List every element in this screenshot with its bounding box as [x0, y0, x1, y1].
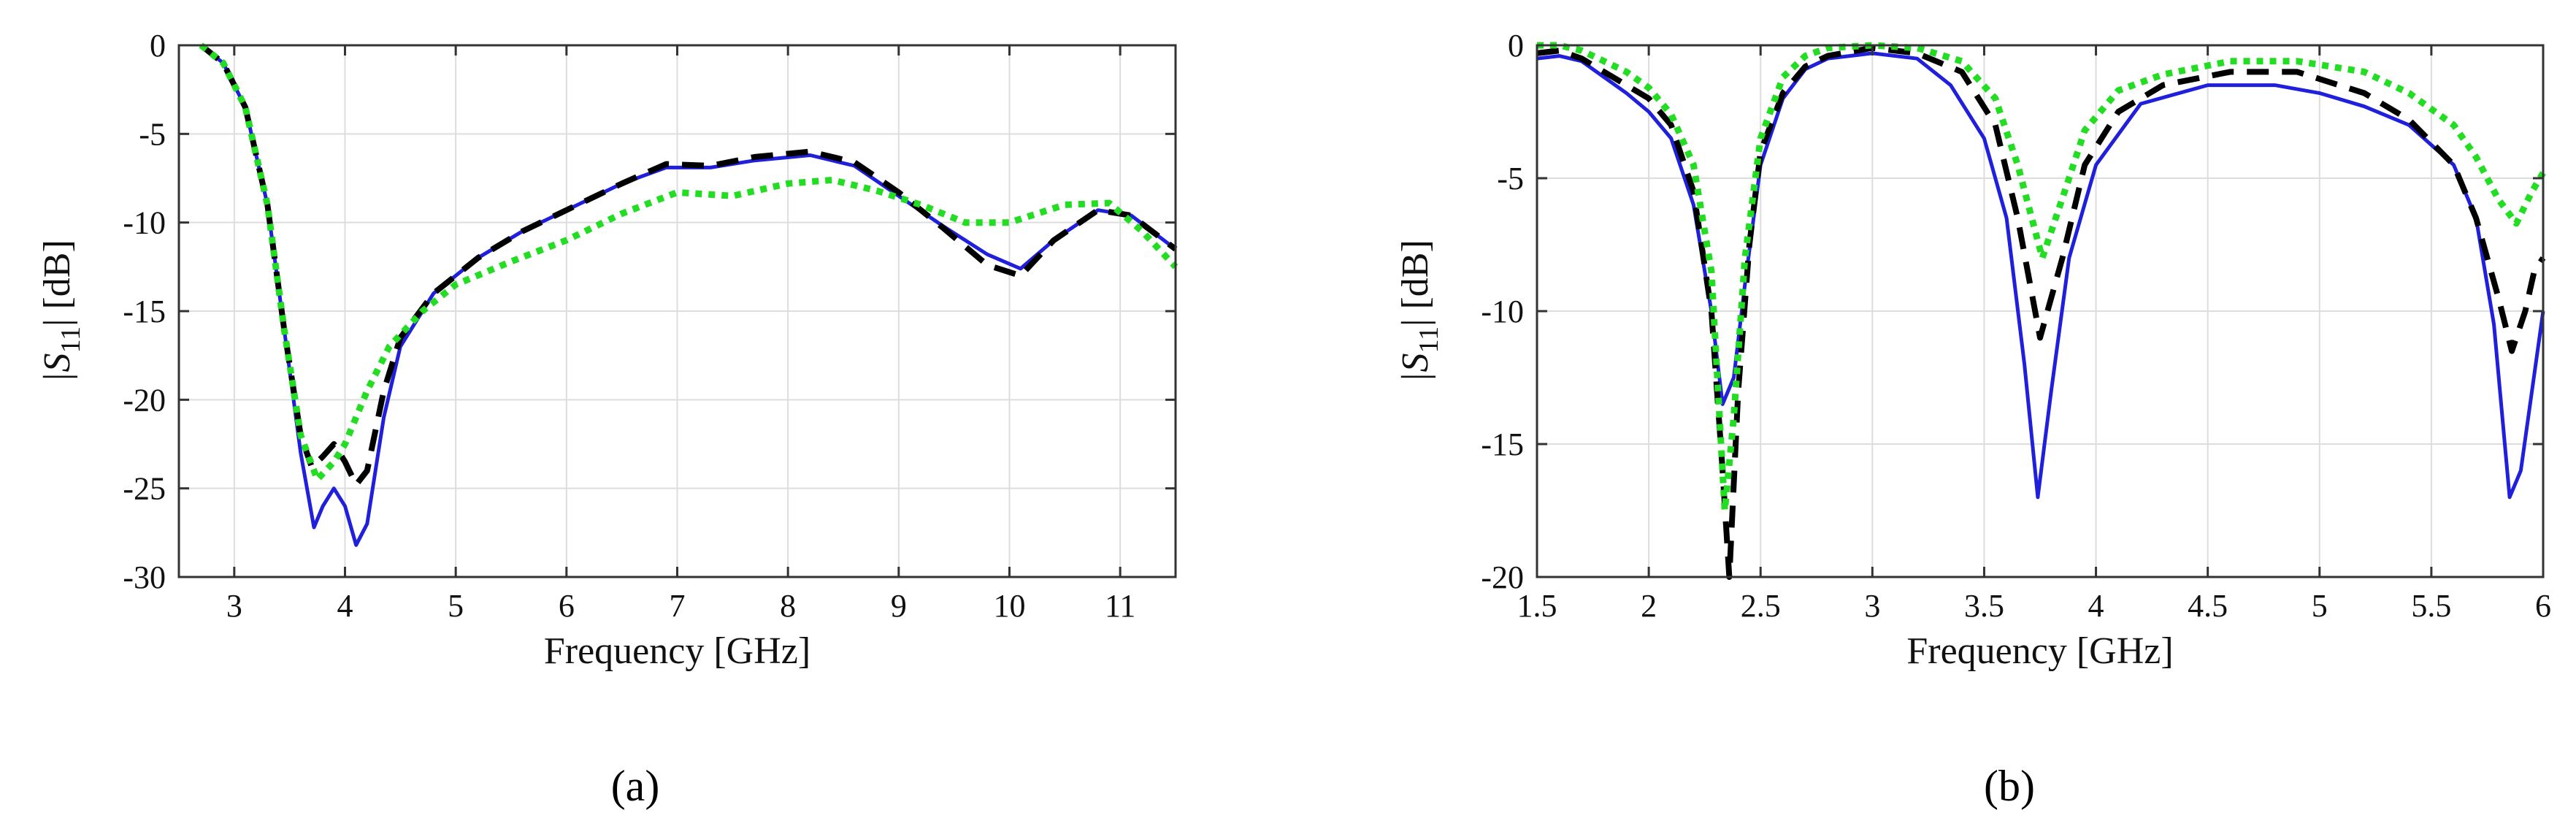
- y-tick-label: -15: [123, 294, 166, 329]
- x-tick-label: 3.5: [1964, 588, 2004, 624]
- series-line-dashed: [199, 42, 1178, 488]
- y-tick-label: -30: [123, 559, 166, 595]
- x-tick-label: 2: [1641, 588, 1657, 624]
- x-axis-label: Frequency [GHz]: [544, 630, 810, 672]
- x-tick-label: 11: [1105, 588, 1135, 624]
- x-tick-label: 4: [337, 588, 353, 624]
- x-tick-label: 5.5: [2411, 588, 2451, 624]
- chart-panel-a: 3 4 5 6 7 8 9 10 11 0 -5 -10 -15 -20 -25 -30 Frequency […: [37, 28, 1178, 672]
- y-axis-label: |S11| [dB]: [37, 240, 86, 383]
- y-tick-label: -20: [123, 382, 166, 418]
- x-tick-label: 1.5: [1517, 588, 1557, 624]
- y-axis-label-tail: | [dB]: [1395, 240, 1436, 326]
- x-tick-label: 5: [448, 588, 464, 624]
- y-tick-label: -10: [1481, 294, 1524, 329]
- series-line-dotted: [199, 42, 1178, 483]
- x-axis-label: Frequency [GHz]: [1906, 630, 2173, 672]
- y-tick-label: -10: [123, 205, 166, 241]
- y-axis-label-main: |S: [37, 353, 78, 383]
- y-tick-label: -25: [123, 471, 166, 507]
- x-tick-label: 10: [994, 588, 1026, 624]
- x-tick-label: 8: [780, 588, 796, 624]
- x-tick-label: 4: [2088, 588, 2104, 624]
- x-tick-label: 6: [2535, 588, 2551, 624]
- y-tick-label: -15: [1481, 427, 1524, 462]
- y-tick-label: -5: [139, 116, 166, 152]
- y-tick-label: -5: [1497, 161, 1524, 196]
- x-tick-label: 3: [1864, 588, 1880, 624]
- y-axis-label-tail: | [dB]: [37, 240, 78, 326]
- x-tick-label: 5: [2312, 588, 2328, 624]
- x-tick-label: 7: [670, 588, 686, 624]
- caption-a: (a): [611, 762, 660, 810]
- x-tick-label: 3: [226, 588, 242, 624]
- y-axis-label-sub: 11: [55, 326, 86, 353]
- x-tick-label: 4.5: [2188, 588, 2228, 624]
- y-axis-label-sub: 11: [1414, 326, 1444, 353]
- y-tick-label: 0: [150, 28, 166, 64]
- y-tick-label: 0: [1508, 28, 1524, 64]
- x-tick-label: 6: [559, 588, 575, 624]
- caption-b: (b): [1984, 762, 2035, 810]
- y-axis-label-main: |S: [1395, 353, 1436, 383]
- chart-panel-b: 1.5 2 2.5 3 3.5 4 4.5 5 5.5 6 0 -5 -10 -15 -20 Frequenc…: [1395, 28, 2551, 672]
- series-line-dashed: [1536, 45, 2546, 580]
- y-tick-label: -20: [1481, 559, 1524, 595]
- y-axis-label: |S11| [dB]: [1395, 240, 1444, 383]
- x-tick-label: 9: [891, 588, 907, 624]
- x-tick-label: 2.5: [1741, 588, 1781, 624]
